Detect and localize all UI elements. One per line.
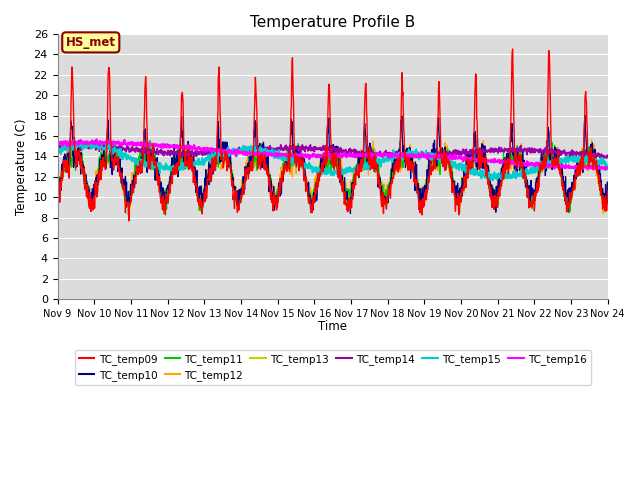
TC_temp16 xyxy=(287,154,295,159)
Text: HS_met: HS_met xyxy=(66,36,116,49)
TC_temp13 xyxy=(54,200,61,205)
TC_temp09 xyxy=(509,46,516,52)
TC_temp16 xyxy=(97,142,104,147)
TC_temp15 xyxy=(367,159,375,165)
TC_temp15 xyxy=(287,156,295,162)
TC_temp11 xyxy=(118,179,126,184)
TC_temp10 xyxy=(367,147,375,153)
TC_temp11 xyxy=(367,154,375,159)
TC_temp11 xyxy=(300,156,307,162)
TC_temp10 xyxy=(308,197,316,203)
TC_temp09 xyxy=(125,218,133,224)
TC_temp12 xyxy=(118,179,126,184)
TC_temp09 xyxy=(287,104,295,109)
X-axis label: Time: Time xyxy=(318,320,347,333)
Line: TC_temp12: TC_temp12 xyxy=(58,140,608,214)
TC_temp13 xyxy=(367,156,375,162)
Legend: TC_temp09, TC_temp10, TC_temp11, TC_temp12, TC_temp13, TC_temp14, TC_temp15, TC_: TC_temp09, TC_temp10, TC_temp11, TC_temp… xyxy=(75,349,591,385)
Line: TC_temp11: TC_temp11 xyxy=(58,141,608,215)
TC_temp14 xyxy=(287,145,295,151)
TC_temp09 xyxy=(96,177,104,182)
TC_temp14 xyxy=(71,140,79,145)
Line: TC_temp13: TC_temp13 xyxy=(58,144,608,211)
TC_temp15 xyxy=(489,178,497,183)
TC_temp16 xyxy=(604,165,612,170)
TC_temp14 xyxy=(299,144,307,150)
TC_temp10 xyxy=(118,177,126,183)
TC_temp16 xyxy=(308,151,316,157)
TC_temp09 xyxy=(299,157,307,163)
TC_temp09 xyxy=(118,185,126,191)
TC_temp14 xyxy=(598,156,605,162)
TC_temp09 xyxy=(367,157,375,163)
TC_temp12 xyxy=(600,211,607,216)
TC_temp14 xyxy=(119,144,127,150)
Y-axis label: Temperature (C): Temperature (C) xyxy=(15,119,28,215)
TC_temp12 xyxy=(604,198,612,204)
TC_temp10 xyxy=(54,184,61,190)
TC_temp15 xyxy=(97,143,104,149)
TC_temp09 xyxy=(54,203,61,208)
TC_temp10 xyxy=(287,132,295,137)
TC_temp15 xyxy=(604,167,612,172)
Line: TC_temp15: TC_temp15 xyxy=(58,141,608,180)
Line: TC_temp14: TC_temp14 xyxy=(58,143,608,159)
TC_temp10 xyxy=(581,113,589,119)
TC_temp14 xyxy=(367,149,375,155)
TC_temp13 xyxy=(118,178,126,183)
TC_temp15 xyxy=(70,138,78,144)
TC_temp12 xyxy=(287,162,295,168)
Title: Temperature Profile B: Temperature Profile B xyxy=(250,15,415,30)
TC_temp12 xyxy=(54,195,61,201)
TC_temp11 xyxy=(125,212,132,218)
TC_temp11 xyxy=(146,138,154,144)
TC_temp13 xyxy=(604,190,612,196)
TC_temp09 xyxy=(308,196,316,202)
TC_temp11 xyxy=(604,192,612,197)
TC_temp10 xyxy=(604,183,612,189)
TC_temp09 xyxy=(604,188,612,193)
TC_temp14 xyxy=(54,143,61,149)
TC_temp14 xyxy=(308,147,316,153)
TC_temp11 xyxy=(96,161,104,167)
TC_temp13 xyxy=(299,153,307,159)
TC_temp13 xyxy=(599,208,607,214)
TC_temp12 xyxy=(96,167,104,173)
TC_temp16 xyxy=(367,155,375,161)
TC_temp12 xyxy=(308,193,316,199)
TC_temp10 xyxy=(96,156,104,162)
TC_temp16 xyxy=(93,136,100,142)
TC_temp16 xyxy=(299,152,307,157)
Line: TC_temp16: TC_temp16 xyxy=(58,139,608,169)
TC_temp15 xyxy=(308,169,316,175)
Line: TC_temp10: TC_temp10 xyxy=(58,116,608,214)
TC_temp15 xyxy=(299,163,307,169)
TC_temp13 xyxy=(96,167,104,173)
TC_temp14 xyxy=(604,154,612,160)
TC_temp12 xyxy=(298,162,306,168)
TC_temp11 xyxy=(54,190,61,195)
TC_temp16 xyxy=(54,140,61,145)
TC_temp13 xyxy=(287,156,295,162)
TC_temp11 xyxy=(309,199,317,205)
TC_temp15 xyxy=(119,156,127,162)
TC_temp16 xyxy=(589,167,597,172)
TC_temp15 xyxy=(54,146,61,152)
TC_temp10 xyxy=(347,211,355,216)
TC_temp13 xyxy=(220,141,228,147)
TC_temp12 xyxy=(588,137,595,143)
TC_temp16 xyxy=(119,141,127,146)
TC_temp12 xyxy=(367,155,374,161)
TC_temp14 xyxy=(97,144,104,150)
TC_temp13 xyxy=(308,198,316,204)
Line: TC_temp09: TC_temp09 xyxy=(58,49,608,221)
TC_temp11 xyxy=(288,163,296,168)
TC_temp10 xyxy=(298,156,306,162)
